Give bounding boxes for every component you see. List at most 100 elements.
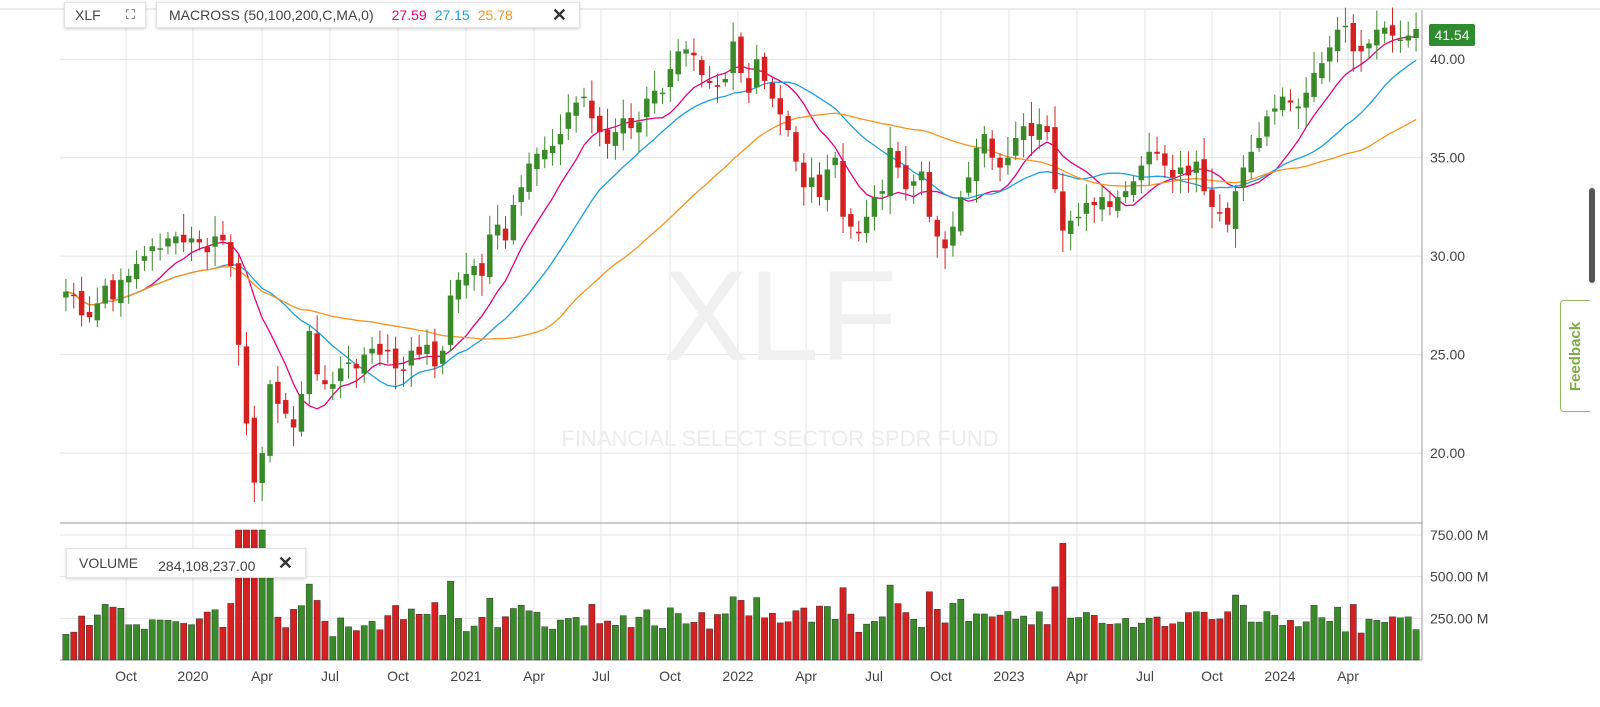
time-tick-label: Jul xyxy=(321,668,339,684)
volume-label: VOLUME xyxy=(79,555,139,571)
candle-body xyxy=(1319,63,1325,79)
candle-body xyxy=(965,177,972,193)
candle-body xyxy=(730,41,736,74)
scrollbar-handle[interactable] xyxy=(1589,188,1595,283)
volume-bar xyxy=(698,612,706,661)
volume-bar xyxy=(258,529,266,661)
volume-bar xyxy=(290,609,297,661)
candle-body xyxy=(1162,153,1168,166)
time-tick-label: 2021 xyxy=(450,668,481,684)
candle-body xyxy=(542,149,548,160)
volume-bar xyxy=(831,619,839,661)
time-axis-labels: Oct 2020 Apr Jul Oct 2021 Apr Jul Oct 2022 Apr Jul O… xyxy=(115,668,1359,684)
candle-body xyxy=(1303,92,1309,108)
price-tick-label: 20.00 xyxy=(1430,445,1465,461)
candle-body xyxy=(989,138,995,158)
candle-body xyxy=(1413,28,1419,39)
volume-bar xyxy=(918,627,925,661)
candle-body xyxy=(282,399,289,414)
volume-bar xyxy=(494,627,501,661)
volume-bar xyxy=(988,616,996,661)
volume-bar xyxy=(541,626,549,661)
candle-body xyxy=(1044,126,1050,133)
volume-legend[interactable]: VOLUME 284,108,237.00 ✕ xyxy=(66,548,306,578)
volume-bar xyxy=(1271,615,1279,661)
volume-bar xyxy=(1051,586,1059,661)
feedback-label: Feedback xyxy=(1567,321,1585,391)
candle-body xyxy=(502,228,509,241)
candle-body xyxy=(534,153,540,170)
time-tick-label: Oct xyxy=(1201,668,1223,684)
volume-bar xyxy=(1208,619,1216,661)
volume-bar xyxy=(1185,612,1192,661)
volume-bar xyxy=(1224,611,1232,661)
candle-body xyxy=(1209,189,1215,207)
feedback-tab[interactable]: Feedback xyxy=(1560,300,1590,412)
candle-body xyxy=(251,417,258,483)
candle-body xyxy=(306,330,313,395)
volume-bar xyxy=(1255,621,1263,661)
close-icon[interactable]: ✕ xyxy=(551,5,567,25)
candle-body xyxy=(1311,73,1317,97)
volume-bar xyxy=(1381,622,1389,661)
candle-body xyxy=(879,191,886,194)
watermark-symbol: XLF xyxy=(663,245,898,388)
volume-bar xyxy=(415,614,423,661)
candle-body xyxy=(432,341,438,367)
close-icon[interactable]: ✕ xyxy=(277,553,293,573)
price-tick-label: 35.00 xyxy=(1430,150,1465,166)
volume-bar xyxy=(235,529,242,661)
candle-body xyxy=(722,78,729,83)
volume-bar xyxy=(1153,616,1161,661)
candle-body xyxy=(620,118,627,134)
candle-body xyxy=(1374,29,1380,46)
volume-bar xyxy=(1373,620,1381,661)
time-tick-label: Apr xyxy=(523,668,545,684)
volume-bar xyxy=(423,613,431,661)
time-tick-label: Oct xyxy=(115,668,137,684)
indicator-label: MACROSS (50,100,200,C,MA,0) xyxy=(169,7,374,23)
candle-body xyxy=(377,343,383,355)
candle-body xyxy=(942,239,948,249)
volume-bar xyxy=(886,584,894,661)
candle-body xyxy=(557,134,564,145)
expand-icon[interactable]: ⛶ xyxy=(125,7,135,22)
volume-bar xyxy=(1177,621,1184,661)
candle-body xyxy=(1389,25,1396,36)
candle-body xyxy=(173,236,179,244)
volume-bar xyxy=(462,631,470,661)
volume-bar xyxy=(792,610,800,661)
volume-bar xyxy=(180,623,188,661)
time-tick-label: 2022 xyxy=(722,668,753,684)
candle-body xyxy=(102,285,108,304)
indicator-legend[interactable]: MACROSS (50,100,200,C,MA,0) 27.59 27.15 … xyxy=(156,2,580,28)
candle-body xyxy=(973,147,980,182)
volume-bar xyxy=(588,604,596,661)
time-tick-label: Jul xyxy=(1136,668,1154,684)
candle-body xyxy=(604,129,611,144)
volume-bar xyxy=(517,604,525,661)
candle-body xyxy=(863,216,870,234)
candle-body xyxy=(1138,165,1145,181)
candle-body xyxy=(667,69,674,88)
volume-bar xyxy=(1349,604,1357,661)
candle-body xyxy=(337,368,344,382)
volume-bar xyxy=(902,612,910,661)
candle-body xyxy=(887,147,893,197)
volume-bar xyxy=(933,609,941,661)
time-tick-label: 2024 xyxy=(1264,668,1295,684)
volume-bar xyxy=(1043,624,1051,661)
volume-bar xyxy=(1059,543,1067,661)
candle-body xyxy=(691,52,697,56)
candle-body xyxy=(1122,191,1129,198)
candle-body xyxy=(1107,201,1113,207)
volume-bar xyxy=(78,615,85,661)
candle-body xyxy=(699,60,705,75)
candle-body xyxy=(1334,29,1341,52)
symbol-legend[interactable]: XLF ⛶ xyxy=(64,2,146,28)
candle-body xyxy=(824,169,831,200)
candle-body xyxy=(314,333,320,375)
volume-bar xyxy=(1075,617,1082,661)
